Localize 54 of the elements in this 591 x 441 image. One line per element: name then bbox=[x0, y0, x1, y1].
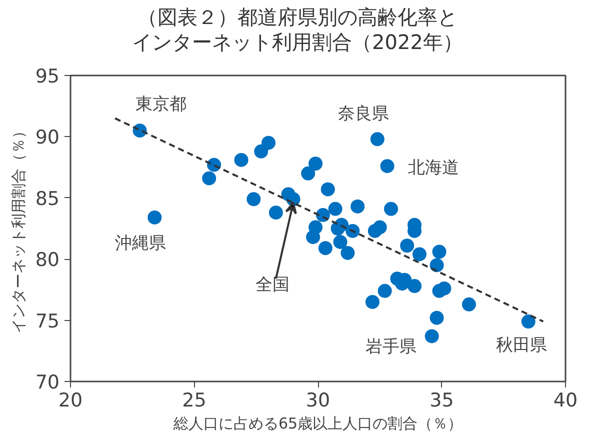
point bbox=[400, 238, 414, 253]
point bbox=[378, 284, 392, 298]
point bbox=[412, 247, 426, 262]
y-tick-label: 95 bbox=[35, 66, 60, 88]
point bbox=[365, 294, 380, 309]
point bbox=[301, 166, 316, 180]
point bbox=[408, 279, 422, 294]
y-tick-label: 90 bbox=[35, 126, 60, 149]
point bbox=[437, 281, 452, 296]
annotation: 北海道 bbox=[408, 158, 459, 178]
point bbox=[234, 152, 248, 167]
point bbox=[318, 241, 332, 256]
y-axis-title: インターネット利用割合（％） bbox=[9, 124, 28, 334]
point bbox=[432, 244, 446, 259]
point bbox=[462, 297, 476, 312]
x-tick-label: 20 bbox=[58, 390, 83, 412]
annotation: 秋田県 bbox=[496, 336, 547, 356]
annotation: 東京都 bbox=[135, 94, 186, 115]
point bbox=[328, 202, 342, 216]
point bbox=[246, 192, 261, 206]
y-tick-label: 85 bbox=[35, 188, 60, 210]
y-tick-label: 70 bbox=[35, 372, 60, 394]
x-axis-title: 総人口に占める65歳以上人口の割合（％） bbox=[172, 414, 463, 432]
point bbox=[372, 220, 387, 234]
point bbox=[424, 329, 439, 344]
point bbox=[262, 136, 276, 150]
x-tick-label: 35 bbox=[430, 390, 454, 412]
point bbox=[521, 314, 536, 329]
annotation: 奈良県 bbox=[338, 104, 389, 124]
point bbox=[254, 144, 268, 158]
point bbox=[346, 224, 360, 238]
point bbox=[148, 210, 162, 224]
point bbox=[350, 199, 365, 214]
x-tick-label: 40 bbox=[553, 390, 578, 412]
annotation: 沖縄県 bbox=[115, 233, 166, 254]
x-tick-label: 30 bbox=[306, 390, 330, 412]
chart-title: （図表２）都道府県別の高齢化率とインターネット利用割合（2022年） bbox=[132, 5, 463, 55]
point bbox=[268, 206, 283, 220]
point bbox=[430, 258, 444, 272]
x-tick-label: 25 bbox=[182, 390, 206, 412]
point bbox=[308, 220, 323, 234]
point bbox=[340, 246, 355, 260]
y-tick-label: 80 bbox=[35, 249, 60, 272]
point bbox=[308, 156, 323, 171]
point bbox=[320, 182, 335, 196]
point bbox=[370, 132, 384, 146]
point bbox=[430, 310, 444, 325]
point bbox=[380, 159, 394, 174]
annotation: 全国 bbox=[255, 275, 290, 296]
y-tick-label: 75 bbox=[35, 310, 60, 332]
point bbox=[202, 171, 216, 186]
annotation: 岩手県 bbox=[365, 337, 416, 358]
point bbox=[384, 202, 398, 216]
point bbox=[333, 234, 348, 249]
